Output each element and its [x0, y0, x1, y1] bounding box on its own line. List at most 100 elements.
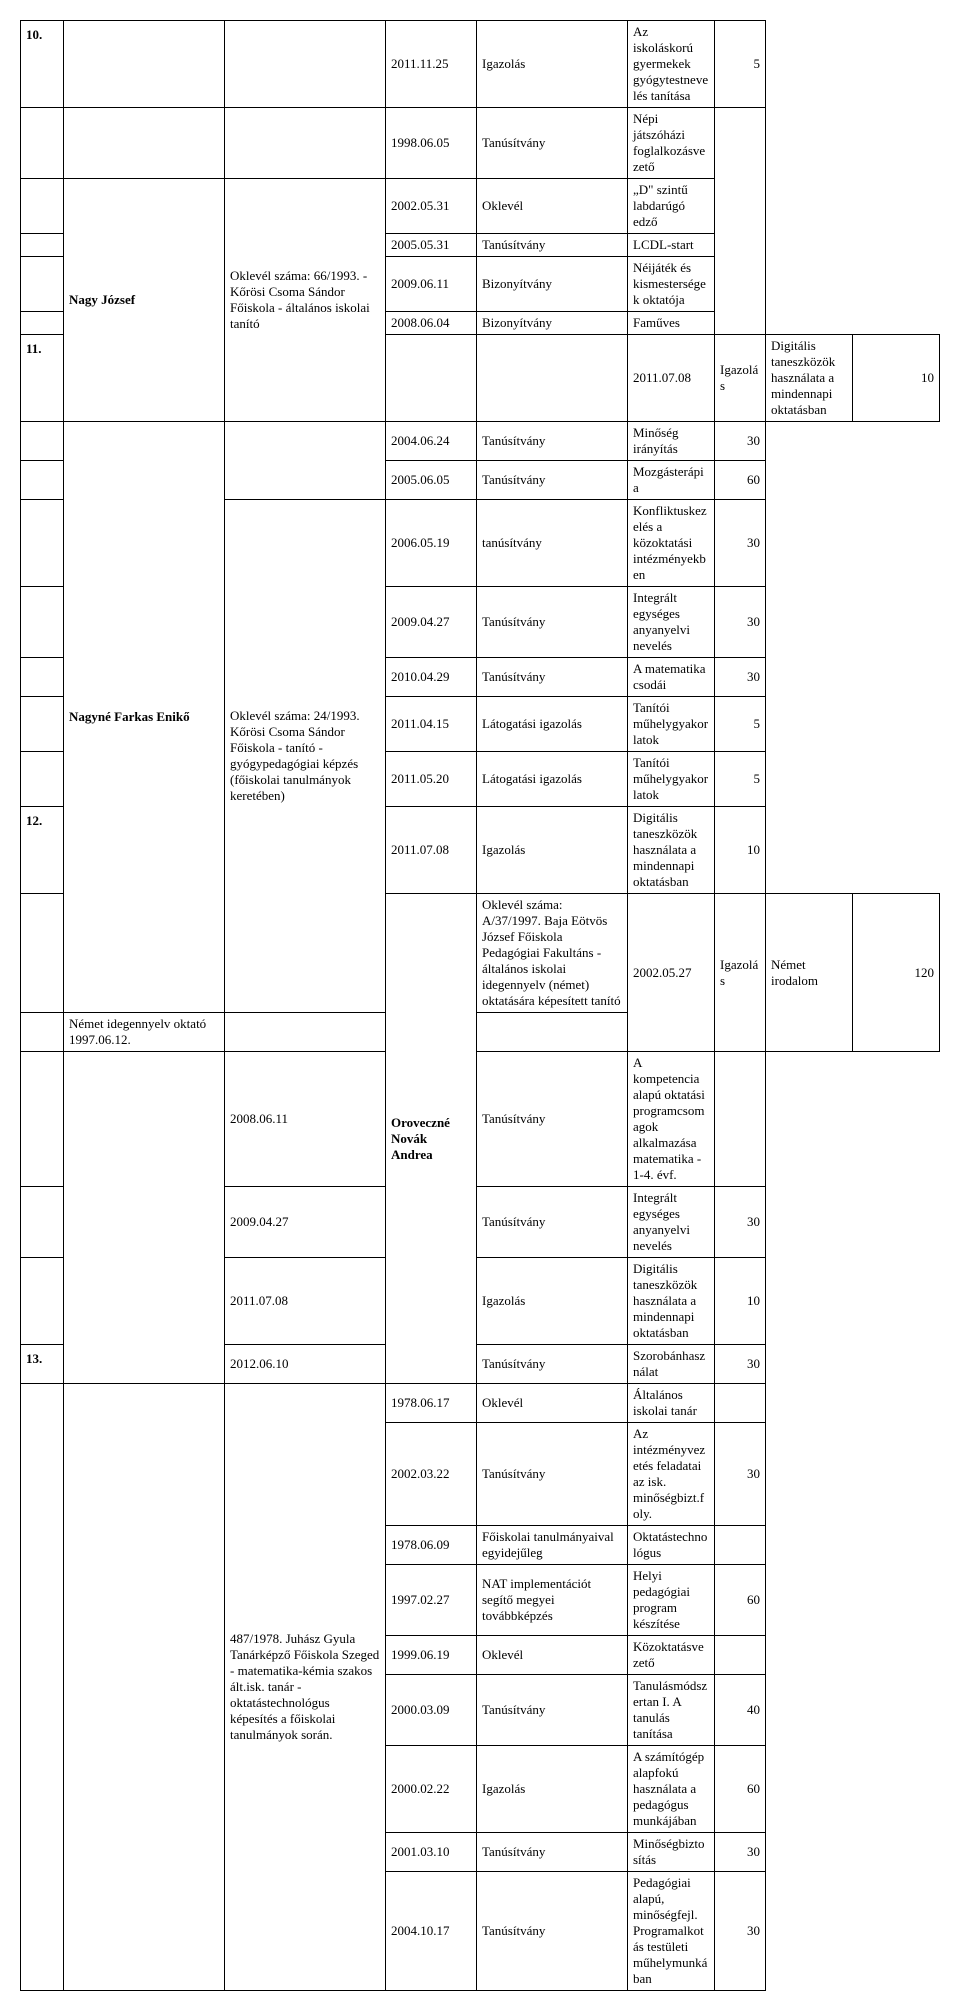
row-number: 13. — [21, 1345, 64, 1384]
hours — [715, 1384, 766, 1423]
description: LCDL-start — [628, 234, 715, 257]
description: Minőségbiztosítás — [628, 1833, 715, 1872]
doc-type: Tanúsítvány — [477, 461, 628, 500]
description: Faműves — [628, 312, 715, 335]
hours: 60 — [715, 1746, 766, 1833]
row-number — [21, 500, 64, 587]
table-row: Nagyné Farkas Enikő2004.06.24Tanúsítvány… — [21, 422, 940, 461]
description: A számítógép alapfokú használata a pedag… — [628, 1746, 715, 1833]
date: 1978.06.09 — [386, 1526, 477, 1565]
date: 2008.06.04 — [386, 312, 477, 335]
hours: 40 — [715, 1675, 766, 1746]
qualification: Oklevél száma: A/37/1997. Baja Eötvös Jó… — [477, 894, 628, 1013]
description: Digitális taneszközök használata a minde… — [628, 1258, 715, 1345]
row-number — [21, 1013, 64, 1052]
doc-type: Tanúsítvány — [477, 1052, 628, 1187]
row-number: 11. — [21, 335, 64, 422]
table-row: Nagy JózsefOklevél száma: 66/1993. - Kőr… — [21, 179, 940, 234]
date: 2005.05.31 — [386, 234, 477, 257]
doc-type: tanúsítvány — [477, 500, 628, 587]
table-row: 487/1978. Juhász Gyula Tanárképző Főisko… — [21, 1384, 940, 1423]
description: Helyi pedagógiai program készítése — [628, 1565, 715, 1636]
description: Néijáték és kismesterségek oktatója — [628, 257, 715, 312]
description: Minőség irányítás — [628, 422, 715, 461]
hours: 30 — [715, 658, 766, 697]
table-row: 2008.06.11TanúsítványA kompetencia alapú… — [21, 1052, 940, 1187]
doc-type: Főiskolai tanulmányaival egyidejűleg — [477, 1526, 628, 1565]
doc-type: Oklevél — [477, 179, 628, 234]
doc-type: Tanúsítvány — [477, 1345, 628, 1384]
table-row: 10.2011.11.25IgazolásAz iskoláskorú gyer… — [21, 21, 940, 108]
hours: 30 — [715, 500, 766, 587]
doc-type: Oklevél — [477, 1636, 628, 1675]
hours: 30 — [715, 1833, 766, 1872]
date: 2002.05.31 — [386, 179, 477, 234]
row-number — [21, 1384, 64, 1991]
hours: 30 — [715, 1187, 766, 1258]
date: 2011.07.08 — [225, 1258, 386, 1345]
doc-type: Tanúsítvány — [477, 1872, 628, 1991]
hours — [715, 1636, 766, 1675]
row-number — [21, 658, 64, 697]
hours: 5 — [715, 697, 766, 752]
doc-type: Tanúsítvány — [477, 1187, 628, 1258]
description: Közoktatásvezető — [628, 1636, 715, 1675]
description: Integrált egységes anyanyelvi nevelés — [628, 1187, 715, 1258]
qualification — [64, 1052, 225, 1384]
qualification: 487/1978. Juhász Gyula Tanárképző Főisko… — [225, 1384, 386, 1991]
date: 1978.06.17 — [386, 1384, 477, 1423]
description: Pedagógiai alapú, minőségfejl. Programal… — [628, 1872, 715, 1991]
date: 2004.10.17 — [386, 1872, 477, 1991]
doc-type: Látogatási igazolás — [477, 697, 628, 752]
date: 2011.04.15 — [386, 697, 477, 752]
row-number — [21, 422, 64, 461]
doc-type: Tanúsítvány — [477, 108, 628, 179]
doc-type: Tanúsítvány — [477, 1423, 628, 1526]
description: Tanulásmódszertan I. A tanulás tanítása — [628, 1675, 715, 1746]
hours: 10 — [853, 335, 940, 422]
doc-type: NAT implementációt segítő megyei továbbk… — [477, 1565, 628, 1636]
date: 1998.06.05 — [386, 108, 477, 179]
row-number — [21, 697, 64, 752]
row-number — [21, 752, 64, 807]
date: 1997.02.27 — [386, 1565, 477, 1636]
hours: 60 — [715, 1565, 766, 1636]
description: Szorobánhasználat — [628, 1345, 715, 1384]
row-number — [21, 108, 64, 179]
hours — [715, 1526, 766, 1565]
description: Az iskoláskorú gyermekek gyógytestnevelé… — [628, 21, 715, 108]
description: Digitális taneszközök használata a minde… — [628, 807, 715, 894]
date: 1999.06.19 — [386, 1636, 477, 1675]
description: Digitális taneszközök használata a minde… — [766, 335, 853, 422]
doc-type: Tanúsítvány — [477, 587, 628, 658]
qualification — [225, 108, 386, 179]
date: 2012.06.10 — [225, 1345, 386, 1384]
description: Az intézményvezetés feladatai az isk. mi… — [628, 1423, 715, 1526]
doc-type: Látogatási igazolás — [477, 752, 628, 807]
date: 2006.05.19 — [386, 500, 477, 587]
doc-type: Igazolás — [477, 1258, 628, 1345]
row-number — [21, 461, 64, 500]
person-name: Oroveczné Novák Andrea — [386, 894, 477, 1384]
date: 2010.04.29 — [386, 658, 477, 697]
description: „D" szintű labdarúgó edző — [628, 179, 715, 234]
doc-type: Tanúsítvány — [477, 422, 628, 461]
date: 2001.03.10 — [386, 1833, 477, 1872]
hours: 10 — [715, 807, 766, 894]
qualification-table: 10.2011.11.25IgazolásAz iskoláskorú gyer… — [20, 20, 940, 1991]
doc-type: Tanúsítvány — [477, 1833, 628, 1872]
date: 2005.06.05 — [386, 461, 477, 500]
hours: 30 — [715, 587, 766, 658]
qualification: Oklevél száma: 66/1993. - Kőrösi Csoma S… — [225, 179, 386, 422]
person-name — [64, 1384, 225, 1991]
row-number: 12. — [21, 807, 64, 894]
date: 2002.03.22 — [386, 1423, 477, 1526]
doc-type: Igazolás — [477, 1746, 628, 1833]
qualification — [225, 21, 386, 108]
hours: 120 — [853, 894, 940, 1052]
description: Mozgásterápia — [628, 461, 715, 500]
date: 2004.06.24 — [386, 422, 477, 461]
row-number — [21, 312, 64, 335]
doc-type: Igazolás — [477, 21, 628, 108]
row-number — [21, 257, 64, 312]
